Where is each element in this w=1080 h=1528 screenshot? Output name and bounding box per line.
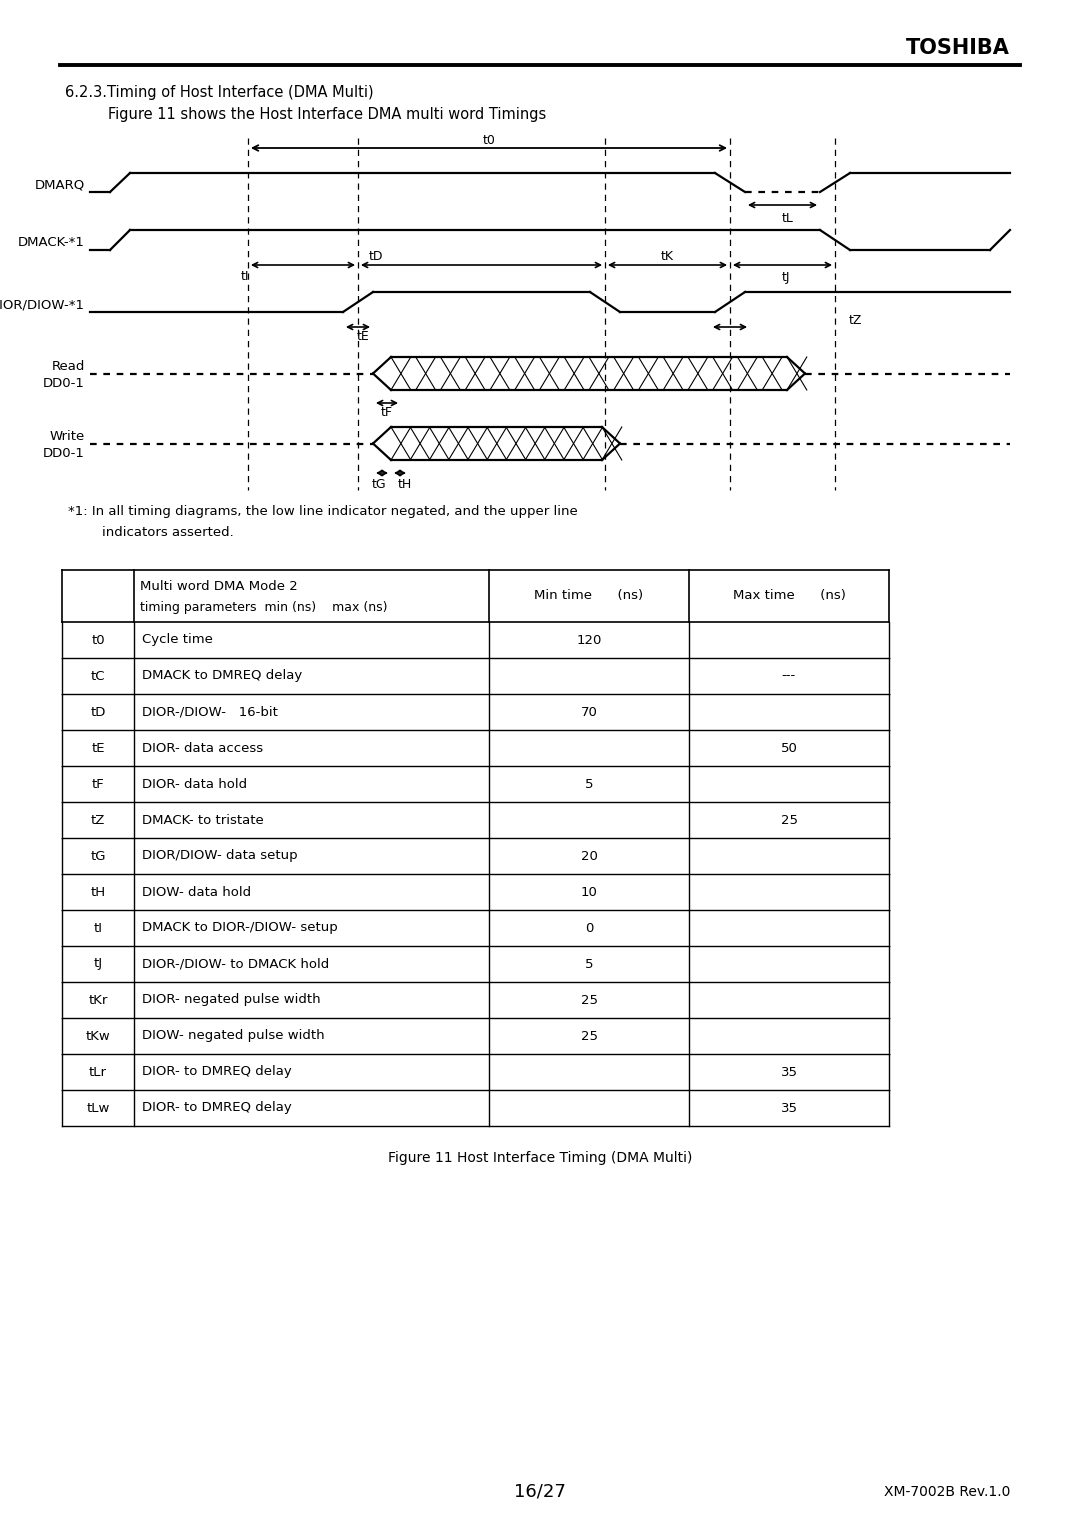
Text: Read
DD0-1: Read DD0-1 [43, 361, 85, 390]
Text: Cycle time: Cycle time [141, 634, 213, 646]
Text: 35: 35 [781, 1065, 797, 1079]
Text: tD: tD [368, 249, 383, 263]
Text: tF: tF [381, 406, 393, 420]
Text: tH: tH [397, 477, 413, 490]
Text: 70: 70 [581, 706, 597, 718]
Text: tD: tD [91, 706, 106, 718]
Text: tL: tL [782, 211, 794, 225]
Text: tLw: tLw [86, 1102, 110, 1114]
Text: tJ: tJ [94, 958, 103, 970]
Text: DMACK to DIOR-/DIOW- setup: DMACK to DIOR-/DIOW- setup [141, 921, 338, 935]
Text: DIOR-/DIOW- to DMACK hold: DIOR-/DIOW- to DMACK hold [141, 958, 329, 970]
Text: tLr: tLr [89, 1065, 107, 1079]
Text: DMACK to DMREQ delay: DMACK to DMREQ delay [141, 669, 302, 683]
Text: 35: 35 [781, 1102, 797, 1114]
Text: TOSHIBA: TOSHIBA [906, 38, 1010, 58]
Text: DIOW- negated pulse width: DIOW- negated pulse width [141, 1030, 325, 1042]
Text: tH: tH [91, 886, 106, 898]
Text: 25: 25 [781, 813, 797, 827]
Text: Write
DD0-1: Write DD0-1 [43, 429, 85, 460]
Text: DIOW- data hold: DIOW- data hold [141, 886, 252, 898]
Text: Figure 11 shows the Host Interface DMA multi word Timings: Figure 11 shows the Host Interface DMA m… [108, 107, 546, 122]
Text: t0: t0 [483, 133, 496, 147]
Text: DIOR/DIOW- data setup: DIOR/DIOW- data setup [141, 850, 298, 862]
Text: Figure 11 Host Interface Timing (DMA Multi): Figure 11 Host Interface Timing (DMA Mul… [388, 1151, 692, 1164]
Text: DIOR- data access: DIOR- data access [141, 741, 264, 755]
Text: 16/27: 16/27 [514, 1484, 566, 1500]
Text: XM-7002B Rev.1.0: XM-7002B Rev.1.0 [883, 1485, 1010, 1499]
Text: tJ: tJ [781, 270, 789, 284]
Text: *1: In all timing diagrams, the low line indicator negated, and the upper line: *1: In all timing diagrams, the low line… [68, 506, 578, 518]
Text: 50: 50 [781, 741, 797, 755]
Text: 6.2.3.Timing of Host Interface (DMA Multi): 6.2.3.Timing of Host Interface (DMA Mult… [65, 84, 374, 99]
Text: 5: 5 [584, 958, 593, 970]
Text: t0: t0 [91, 634, 105, 646]
Text: tK: tK [661, 249, 674, 263]
Text: DIOR- to DMREQ delay: DIOR- to DMREQ delay [141, 1065, 292, 1079]
Text: ---: --- [782, 669, 796, 683]
Text: DMACK- to tristate: DMACK- to tristate [141, 813, 264, 827]
Text: timing parameters  min (ns)    max (ns): timing parameters min (ns) max (ns) [140, 601, 388, 614]
Text: tKr: tKr [89, 993, 108, 1007]
Text: DMACK-*1: DMACK-*1 [18, 237, 85, 249]
Text: DIOR- data hold: DIOR- data hold [141, 778, 247, 790]
Text: 5: 5 [584, 778, 593, 790]
Text: 0: 0 [584, 921, 593, 935]
Text: tG: tG [91, 850, 106, 862]
Text: DIOR- to DMREQ delay: DIOR- to DMREQ delay [141, 1102, 292, 1114]
Text: Multi word DMA Mode 2: Multi word DMA Mode 2 [140, 581, 298, 593]
Text: DIOR/DIOW-*1: DIOR/DIOW-*1 [0, 298, 85, 312]
Text: tC: tC [91, 669, 105, 683]
Text: 25: 25 [581, 1030, 597, 1042]
Text: tE: tE [356, 330, 369, 344]
Text: 10: 10 [581, 886, 597, 898]
Text: DMARQ: DMARQ [35, 179, 85, 191]
Text: Min time      (ns): Min time (ns) [535, 590, 644, 602]
Text: tKw: tKw [85, 1030, 110, 1042]
Text: tZ: tZ [91, 813, 105, 827]
Text: tF: tF [92, 778, 105, 790]
Text: tI: tI [241, 270, 249, 284]
Text: DIOR- negated pulse width: DIOR- negated pulse width [141, 993, 321, 1007]
Text: 20: 20 [581, 850, 597, 862]
Text: 120: 120 [577, 634, 602, 646]
Text: tE: tE [91, 741, 105, 755]
Text: tZ: tZ [848, 313, 862, 327]
Text: tI: tI [94, 921, 103, 935]
Text: indicators asserted.: indicators asserted. [68, 526, 233, 538]
Text: DIOR-/DIOW-   16-bit: DIOR-/DIOW- 16-bit [141, 706, 278, 718]
Text: Max time      (ns): Max time (ns) [732, 590, 846, 602]
Text: tG: tG [372, 477, 387, 490]
Text: 25: 25 [581, 993, 597, 1007]
